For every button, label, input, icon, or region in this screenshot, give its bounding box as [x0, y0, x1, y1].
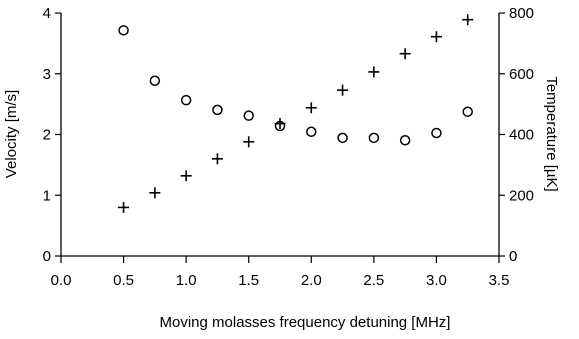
velocity-point — [243, 136, 255, 148]
x-tick-label: 3.5 — [489, 272, 510, 289]
y-axis-right-title: Temperature [µK] — [543, 76, 560, 191]
y-left-tick-label: 2 — [43, 127, 51, 144]
x-tick-label: 2.0 — [301, 272, 322, 289]
chart-marks — [118, 14, 474, 213]
y-right-tick-label: 800 — [509, 5, 534, 22]
x-tick-label: 1.5 — [238, 272, 259, 289]
temperature-point — [431, 127, 442, 139]
x-tick-label: 1.0 — [176, 272, 197, 289]
y-right-tick-label: 400 — [509, 127, 534, 144]
y-left-tick-label: 0 — [43, 248, 51, 265]
y-right-tick-label: 200 — [509, 187, 534, 204]
chart-axes — [60, 13, 500, 257]
velocity-point — [305, 102, 317, 114]
temperature-point — [149, 75, 161, 86]
x-tick-label: 0.0 — [51, 272, 72, 289]
temperature-point — [399, 135, 411, 146]
temperature-point — [337, 132, 348, 144]
y-left-tick-label: 3 — [43, 66, 51, 83]
temperature-point — [462, 106, 473, 117]
x-tick-label: 2.5 — [363, 272, 384, 289]
velocity-point — [180, 170, 192, 182]
velocity-point — [118, 201, 130, 213]
x-axis-title: Moving molasses frequency detuning [MHz] — [160, 314, 451, 331]
temperature-point — [243, 110, 254, 121]
y-left-tick-label: 4 — [43, 5, 51, 22]
y-right-tick-label: 0 — [509, 248, 517, 265]
x-tick-label: 0.5 — [113, 272, 134, 289]
velocity-point — [149, 187, 161, 199]
velocity-point — [399, 48, 411, 60]
temperature-point — [306, 126, 317, 138]
velocity-point — [462, 14, 474, 26]
temperature-point — [118, 25, 129, 36]
y-right-tick-label: 600 — [509, 66, 534, 83]
temperature-point — [368, 132, 380, 144]
velocity-point — [337, 84, 349, 96]
velocity-point — [430, 31, 442, 43]
velocity-point — [368, 66, 380, 78]
y-left-tick-label: 1 — [43, 187, 51, 204]
velocity-point — [211, 153, 223, 165]
y-axis-left-title: Velocity [m/s] — [3, 90, 20, 178]
chart-ticks — [55, 12, 505, 263]
x-tick-label: 3.0 — [426, 272, 447, 289]
velocity-point — [274, 118, 286, 130]
temperature-point — [212, 104, 223, 116]
temperature-point — [180, 94, 192, 106]
chart-tick-labels: 0.0 0.5 1.0 1.5 2.0 2.5 3.0 3.5 0 1 2 3 4 0 200 400 600 8… — [43, 5, 534, 289]
